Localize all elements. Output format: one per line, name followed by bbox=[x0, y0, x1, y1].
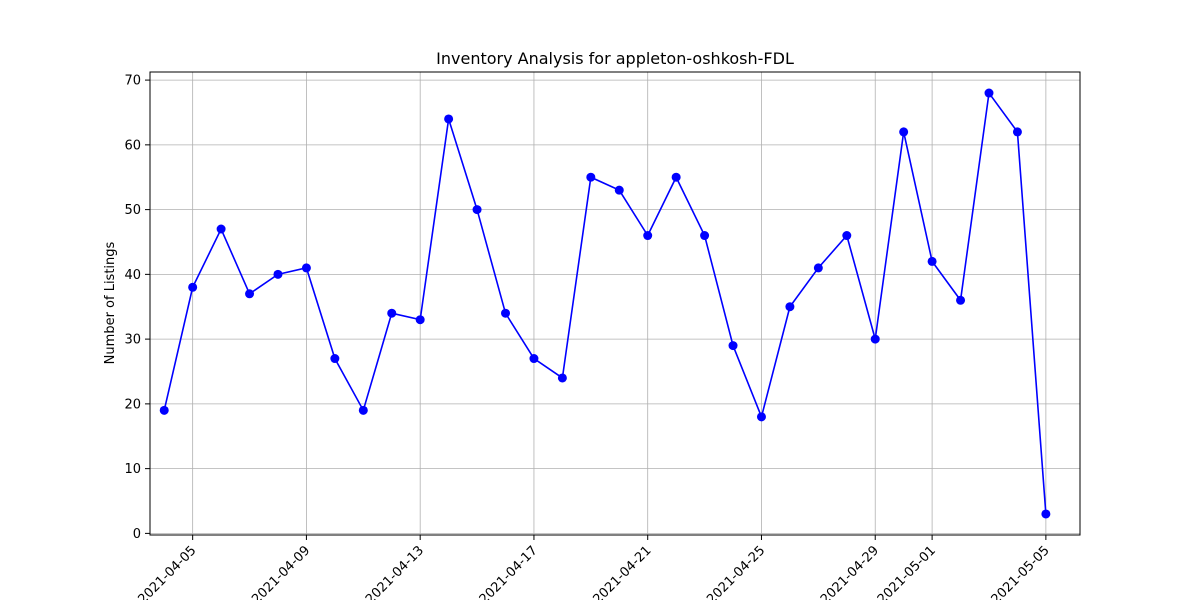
data-point bbox=[728, 341, 738, 351]
data-point bbox=[301, 263, 311, 273]
y-axis: 0 10 20 30 40 50 60 70 bbox=[124, 74, 150, 542]
data-point bbox=[984, 88, 994, 98]
data-point bbox=[501, 308, 511, 318]
data-point bbox=[188, 282, 198, 292]
data-point bbox=[956, 295, 966, 305]
data-point bbox=[529, 354, 539, 364]
data-point bbox=[1012, 127, 1022, 137]
y-tick-label: 70 bbox=[124, 74, 141, 89]
grid bbox=[150, 72, 1080, 535]
x-tick-label: 2021-05-01 bbox=[875, 543, 939, 600]
x-tick-label: 2021-04-13 bbox=[363, 543, 427, 600]
x-tick-label: 2021-04-25 bbox=[704, 543, 768, 600]
data-point bbox=[557, 373, 567, 383]
plot-frame bbox=[149, 71, 1081, 536]
x-tick-label: 2021-04-05 bbox=[135, 543, 199, 600]
data-point bbox=[899, 127, 909, 137]
data-point bbox=[813, 263, 823, 273]
data-point bbox=[842, 231, 852, 241]
chart-title: Inventory Analysis for appleton-oshkosh-… bbox=[436, 49, 794, 68]
data-point bbox=[927, 256, 937, 266]
y-tick-label: 50 bbox=[124, 203, 141, 218]
data-point bbox=[472, 205, 482, 215]
x-tick-label: 2021-04-09 bbox=[249, 543, 313, 600]
x-tick-label: 2021-04-29 bbox=[818, 543, 882, 600]
y-tick-label: 30 bbox=[124, 333, 141, 348]
data-point bbox=[444, 114, 454, 124]
data-point bbox=[273, 269, 283, 279]
data-point bbox=[870, 334, 880, 344]
data-point bbox=[671, 172, 681, 182]
data-point bbox=[387, 308, 397, 318]
data-point bbox=[700, 231, 710, 241]
y-tick-label: 20 bbox=[124, 397, 141, 412]
y-tick-label: 0 bbox=[133, 527, 141, 542]
x-axis: 2021-04-05 2021-04-09 2021-04-13 2021-04-17… bbox=[135, 535, 1053, 600]
y-tick-label: 60 bbox=[124, 138, 141, 153]
data-point bbox=[358, 405, 368, 415]
data-point bbox=[756, 412, 766, 422]
data-point bbox=[415, 315, 425, 325]
series-line bbox=[163, 90, 1047, 515]
data-point bbox=[330, 354, 340, 364]
y-axis-label: Number of Listings bbox=[103, 241, 118, 364]
data-point bbox=[216, 224, 226, 234]
y-tick-label: 40 bbox=[124, 268, 141, 283]
data-point bbox=[1041, 509, 1051, 519]
x-tick-label: 2021-04-21 bbox=[590, 543, 654, 600]
data-point bbox=[614, 185, 624, 195]
data-point bbox=[245, 289, 255, 299]
y-tick-label: 10 bbox=[124, 462, 141, 477]
data-point bbox=[785, 302, 795, 312]
data-point bbox=[643, 231, 653, 241]
x-tick-label: 2021-04-17 bbox=[477, 543, 541, 600]
plot-area bbox=[159, 88, 1051, 519]
x-tick-label: 2021-05-05 bbox=[989, 543, 1053, 600]
data-point bbox=[159, 405, 169, 415]
data-point bbox=[586, 172, 596, 182]
